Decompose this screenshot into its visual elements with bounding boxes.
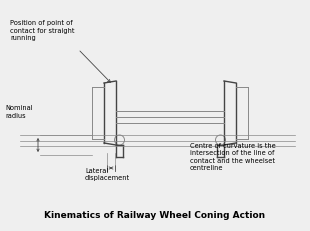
Text: Kinematics of Railway Wheel Coning Action: Kinematics of Railway Wheel Coning Actio… [44, 210, 266, 219]
Text: Lateral
displacement: Lateral displacement [85, 167, 130, 181]
Text: Nominal
radius: Nominal radius [5, 105, 33, 118]
Text: Position of point of
contact for straight
running: Position of point of contact for straigh… [10, 20, 74, 41]
Text: Centre of curvature is the
intersection of the line of
contact and the wheelset
: Centre of curvature is the intersection … [190, 142, 276, 171]
